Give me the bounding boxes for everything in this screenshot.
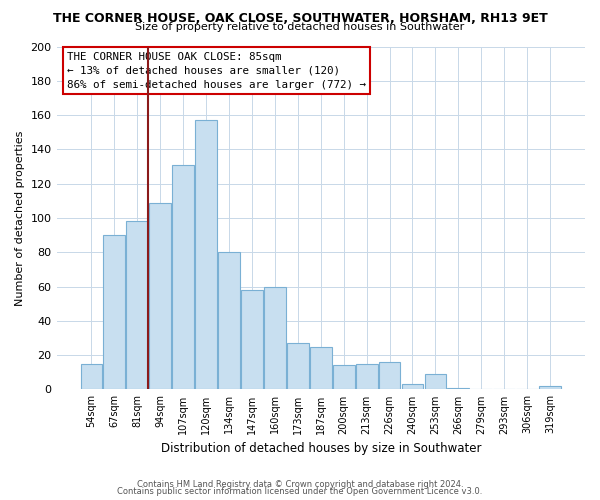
Bar	[218, 252, 240, 390]
Bar	[80, 364, 103, 390]
Bar	[149, 202, 171, 390]
Y-axis label: Number of detached properties: Number of detached properties	[15, 130, 25, 306]
Bar	[401, 384, 424, 390]
Bar	[127, 222, 148, 390]
X-axis label: Distribution of detached houses by size in Southwater: Distribution of detached houses by size …	[161, 442, 481, 455]
Bar	[241, 290, 263, 390]
Bar	[379, 362, 400, 390]
Text: Contains HM Land Registry data © Crown copyright and database right 2024.: Contains HM Land Registry data © Crown c…	[137, 480, 463, 489]
Bar	[195, 120, 217, 390]
Bar	[264, 286, 286, 390]
Text: THE CORNER HOUSE OAK CLOSE: 85sqm
← 13% of detached houses are smaller (120)
86%: THE CORNER HOUSE OAK CLOSE: 85sqm ← 13% …	[67, 52, 366, 90]
Bar	[103, 235, 125, 390]
Bar	[172, 165, 194, 390]
Text: THE CORNER HOUSE, OAK CLOSE, SOUTHWATER, HORSHAM, RH13 9ET: THE CORNER HOUSE, OAK CLOSE, SOUTHWATER,…	[53, 12, 547, 26]
Bar	[425, 374, 446, 390]
Bar	[356, 364, 377, 390]
Text: Contains public sector information licensed under the Open Government Licence v3: Contains public sector information licen…	[118, 487, 482, 496]
Text: Size of property relative to detached houses in Southwater: Size of property relative to detached ho…	[136, 22, 464, 32]
Bar	[448, 388, 469, 390]
Bar	[333, 366, 355, 390]
Bar	[310, 346, 332, 390]
Bar	[539, 386, 561, 390]
Bar	[287, 343, 309, 390]
